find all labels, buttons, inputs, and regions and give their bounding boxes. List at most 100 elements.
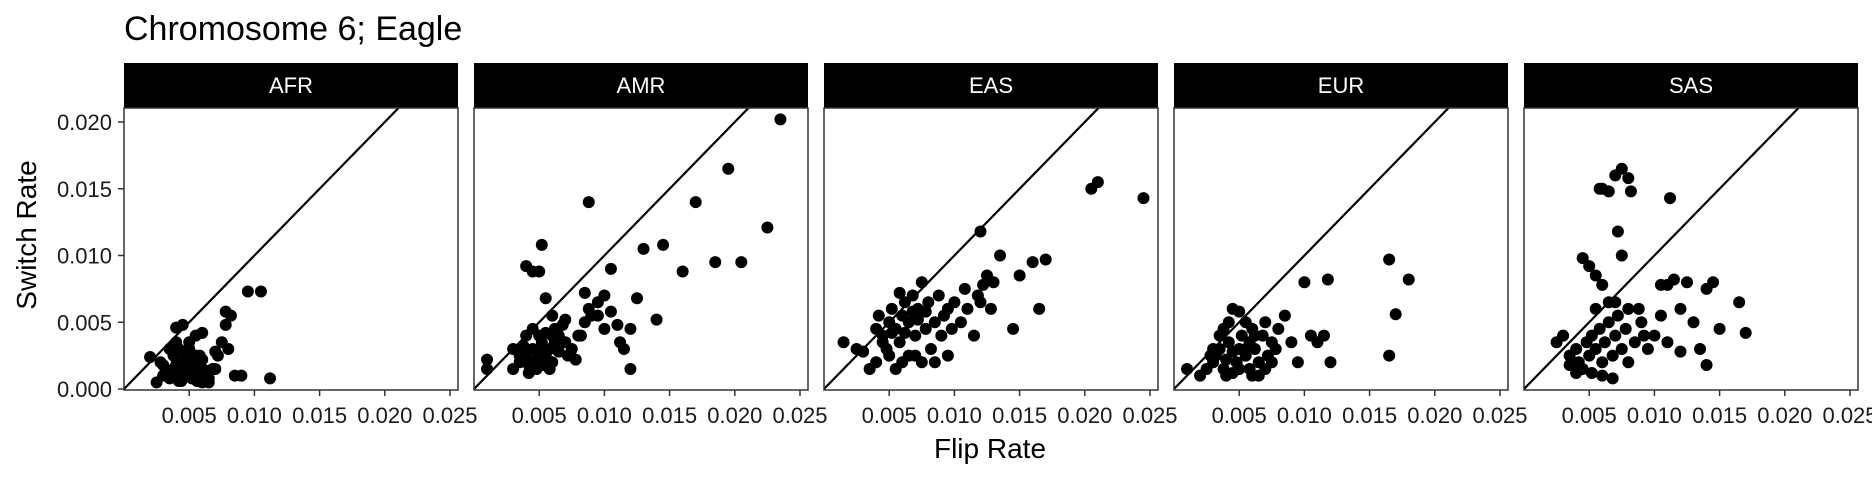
data-point <box>1622 302 1635 315</box>
data-point <box>1609 329 1622 342</box>
facet-panel-afr: AFR 0.005 0.010 0.015 0.020 0.025 <box>123 63 478 428</box>
facet-panel-eas: EAS 0.005 0.010 0.015 0.020 0.025 <box>823 63 1178 428</box>
data-point <box>1317 329 1330 342</box>
data-point <box>735 256 748 269</box>
data-point <box>1570 366 1583 379</box>
panel-border <box>1523 107 1859 391</box>
data-point <box>954 316 967 329</box>
data-point <box>1269 342 1282 355</box>
facet-strip <box>1174 63 1508 108</box>
data-point <box>1632 302 1645 315</box>
data-point <box>193 349 206 362</box>
data-point <box>1615 162 1628 175</box>
data-point <box>1589 342 1602 355</box>
data-point <box>961 302 974 315</box>
data-point <box>1664 192 1677 205</box>
data-point <box>631 292 643 305</box>
data-point <box>1681 276 1693 289</box>
data-point <box>722 162 735 175</box>
data-point <box>172 342 185 355</box>
data-point <box>191 374 204 387</box>
panel-border <box>1173 107 1509 391</box>
data-point <box>1026 256 1039 269</box>
panel-border <box>123 107 459 391</box>
data-point <box>1291 356 1304 369</box>
x-tick-label: 0.005 <box>1212 403 1267 428</box>
y-tick-label: 0.010 <box>57 244 112 269</box>
data-point <box>1648 329 1661 342</box>
x-tick-label: 0.020 <box>1757 403 1812 428</box>
data-point <box>906 289 919 302</box>
data-point <box>176 318 189 331</box>
data-point <box>533 265 546 278</box>
data-point <box>1220 353 1233 366</box>
x-tick-label: 0.020 <box>707 403 762 428</box>
data-point <box>1602 316 1615 329</box>
data-point <box>1389 308 1402 321</box>
facet-strip <box>124 63 458 108</box>
data-point <box>598 289 611 302</box>
data-point <box>1596 356 1609 369</box>
data-point <box>657 238 670 251</box>
facet-strip <box>1524 63 1858 108</box>
data-point <box>941 349 954 362</box>
facet-strip <box>474 63 808 108</box>
data-point <box>1233 362 1246 375</box>
data-point <box>1707 276 1720 289</box>
data-point <box>1585 366 1598 379</box>
data-point <box>546 309 559 322</box>
data-point <box>624 362 637 375</box>
data-point <box>1243 362 1256 375</box>
data-point <box>909 329 922 342</box>
data-point <box>1383 349 1396 362</box>
data-point <box>1589 269 1602 282</box>
data-point <box>994 249 1007 262</box>
data-point <box>202 376 215 389</box>
data-point <box>1667 273 1680 286</box>
data-point <box>1583 260 1596 273</box>
data-point <box>219 318 232 331</box>
data-point <box>569 353 582 366</box>
facet-strip <box>824 63 1158 108</box>
data-point <box>241 285 254 298</box>
data-point <box>883 349 896 362</box>
data-point <box>604 262 617 275</box>
data-point <box>517 340 530 353</box>
data-point <box>919 305 932 318</box>
data-point <box>481 362 494 375</box>
data-point <box>1039 253 1052 266</box>
data-point <box>870 356 883 369</box>
y-tick-label: 0.015 <box>57 177 112 202</box>
data-point <box>922 296 935 309</box>
data-point <box>1248 342 1261 355</box>
data-point <box>974 296 987 309</box>
data-point <box>911 313 924 326</box>
data-point <box>977 278 990 291</box>
data-point <box>1235 329 1248 342</box>
data-point <box>1654 278 1667 291</box>
data-point <box>1615 249 1628 262</box>
data-point <box>219 305 232 318</box>
data-point <box>1204 349 1217 362</box>
x-tick-label: 0.010 <box>927 403 982 428</box>
data-point <box>945 322 958 335</box>
data-point <box>565 342 578 355</box>
x-tick-label: 0.020 <box>357 403 412 428</box>
data-point <box>1624 185 1637 198</box>
data-point <box>709 256 722 269</box>
data-point <box>1622 172 1635 185</box>
x-tick-label: 0.025 <box>1472 403 1527 428</box>
data-point <box>637 242 650 255</box>
x-tick-label: 0.015 <box>992 403 1047 428</box>
data-point <box>1596 278 1609 291</box>
data-point <box>1272 322 1285 335</box>
data-point <box>1654 309 1667 322</box>
data-point <box>1181 362 1194 375</box>
data-point <box>1606 372 1619 385</box>
data-point <box>1628 336 1641 349</box>
data-point <box>175 374 188 387</box>
facet-panel-sas: SAS 0.005 0.010 0.015 0.020 0.025 <box>1523 63 1872 428</box>
data-point <box>1233 305 1246 318</box>
x-tick-label: 0.010 <box>1627 403 1682 428</box>
data-point <box>598 322 611 335</box>
